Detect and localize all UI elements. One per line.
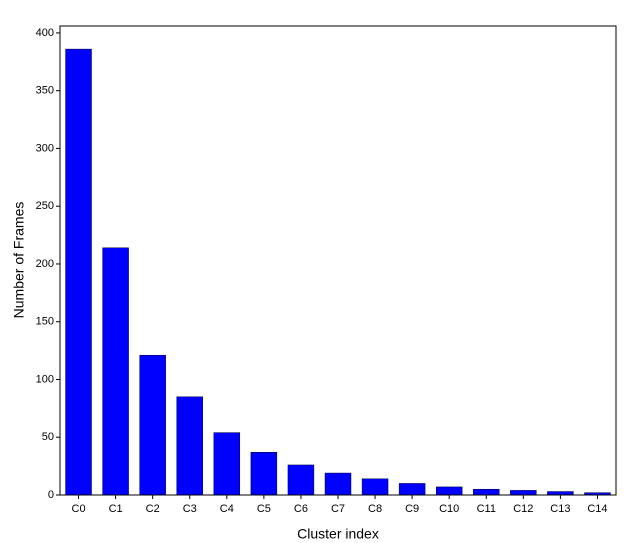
y-tick-label: 100 xyxy=(36,373,54,385)
y-axis-label: Number of Frames xyxy=(11,202,27,319)
y-tick-label: 200 xyxy=(36,258,54,270)
x-tick-label: C7 xyxy=(331,503,345,515)
bar xyxy=(287,464,315,496)
y-tick-label: 50 xyxy=(42,431,54,443)
x-tick-label: C3 xyxy=(183,503,197,515)
bar xyxy=(213,432,241,496)
bar xyxy=(547,491,574,496)
bar xyxy=(510,490,537,496)
bar xyxy=(250,452,278,496)
x-tick-label: C8 xyxy=(368,503,382,515)
bar xyxy=(176,396,203,496)
bar xyxy=(65,48,92,496)
y-tick-label: 0 xyxy=(48,489,54,501)
y-tick-label: 300 xyxy=(36,142,54,154)
bar xyxy=(473,488,500,496)
bar xyxy=(435,486,463,496)
x-tick-label: C10 xyxy=(439,503,459,515)
bar xyxy=(398,483,426,496)
x-tick-label: C6 xyxy=(294,503,308,515)
y-tick-label: 400 xyxy=(36,27,54,39)
x-tick-label: C14 xyxy=(587,503,607,515)
bar xyxy=(361,478,389,496)
plot-frame xyxy=(59,25,617,496)
x-tick-label: C2 xyxy=(146,503,160,515)
y-tick-label: 350 xyxy=(36,85,54,97)
x-tick-label: C4 xyxy=(220,503,234,515)
x-tick-label: C13 xyxy=(550,503,570,515)
bar xyxy=(102,247,129,496)
x-tick-label: C1 xyxy=(109,503,123,515)
x-axis-label: Cluster index xyxy=(297,526,379,542)
x-tick-label: C12 xyxy=(513,503,533,515)
x-tick-label: C11 xyxy=(477,503,496,515)
x-tick-label: C0 xyxy=(72,503,86,515)
x-tick-label: C5 xyxy=(257,503,271,515)
y-tick-label: 150 xyxy=(36,316,54,328)
bar xyxy=(139,354,166,496)
bar xyxy=(324,472,352,496)
y-tick-label: 250 xyxy=(36,200,54,212)
x-tick-label: C9 xyxy=(405,503,419,515)
